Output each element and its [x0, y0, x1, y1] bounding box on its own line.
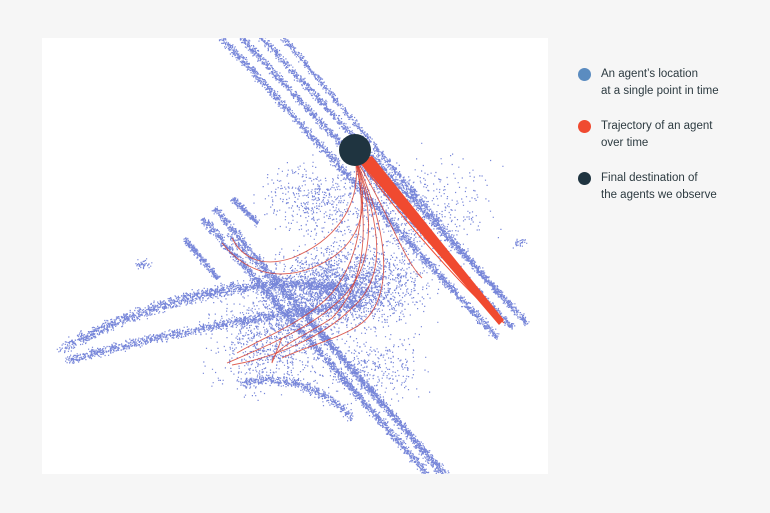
legend-label: Trajectory of an agent over time: [601, 120, 713, 149]
trajectory-line: [231, 157, 378, 366]
legend-label: An agent’s location at a single point in…: [601, 68, 719, 97]
legend-item-destination: Final destination of the agents we obser…: [578, 170, 758, 204]
trajectory-plot: [56, 38, 530, 474]
legend-label: Final destination of the agents we obser…: [601, 172, 717, 201]
trajectory-line: [221, 157, 364, 275]
trajectory-line: [226, 157, 369, 364]
legend: An agent’s location at a single point in…: [578, 66, 758, 222]
final-destination-marker: [339, 134, 371, 166]
legend-item-trajectory: Trajectory of an agent over time: [578, 118, 758, 152]
agent-location-points: [56, 38, 530, 474]
trajectory-line: [231, 157, 357, 263]
trajectory-line: [271, 157, 364, 364]
legend-item-agent-location: An agent’s location at a single point in…: [578, 66, 758, 100]
trajectory-line: [359, 161, 505, 324]
trajectory-bundle-layer: [358, 156, 505, 325]
agent-points-layer: [56, 38, 530, 474]
blue-dot-icon: [578, 68, 591, 81]
trajectory-figure: [42, 38, 548, 474]
trajectory-line: [281, 157, 385, 359]
red-dot-icon: [578, 120, 591, 133]
dark-dot-icon: [578, 172, 591, 185]
trajectory-bundle: [358, 156, 504, 325]
thin-trajectories-layer: [221, 157, 423, 366]
trajectory-line: [236, 157, 362, 354]
trajectory-line: [354, 157, 423, 279]
